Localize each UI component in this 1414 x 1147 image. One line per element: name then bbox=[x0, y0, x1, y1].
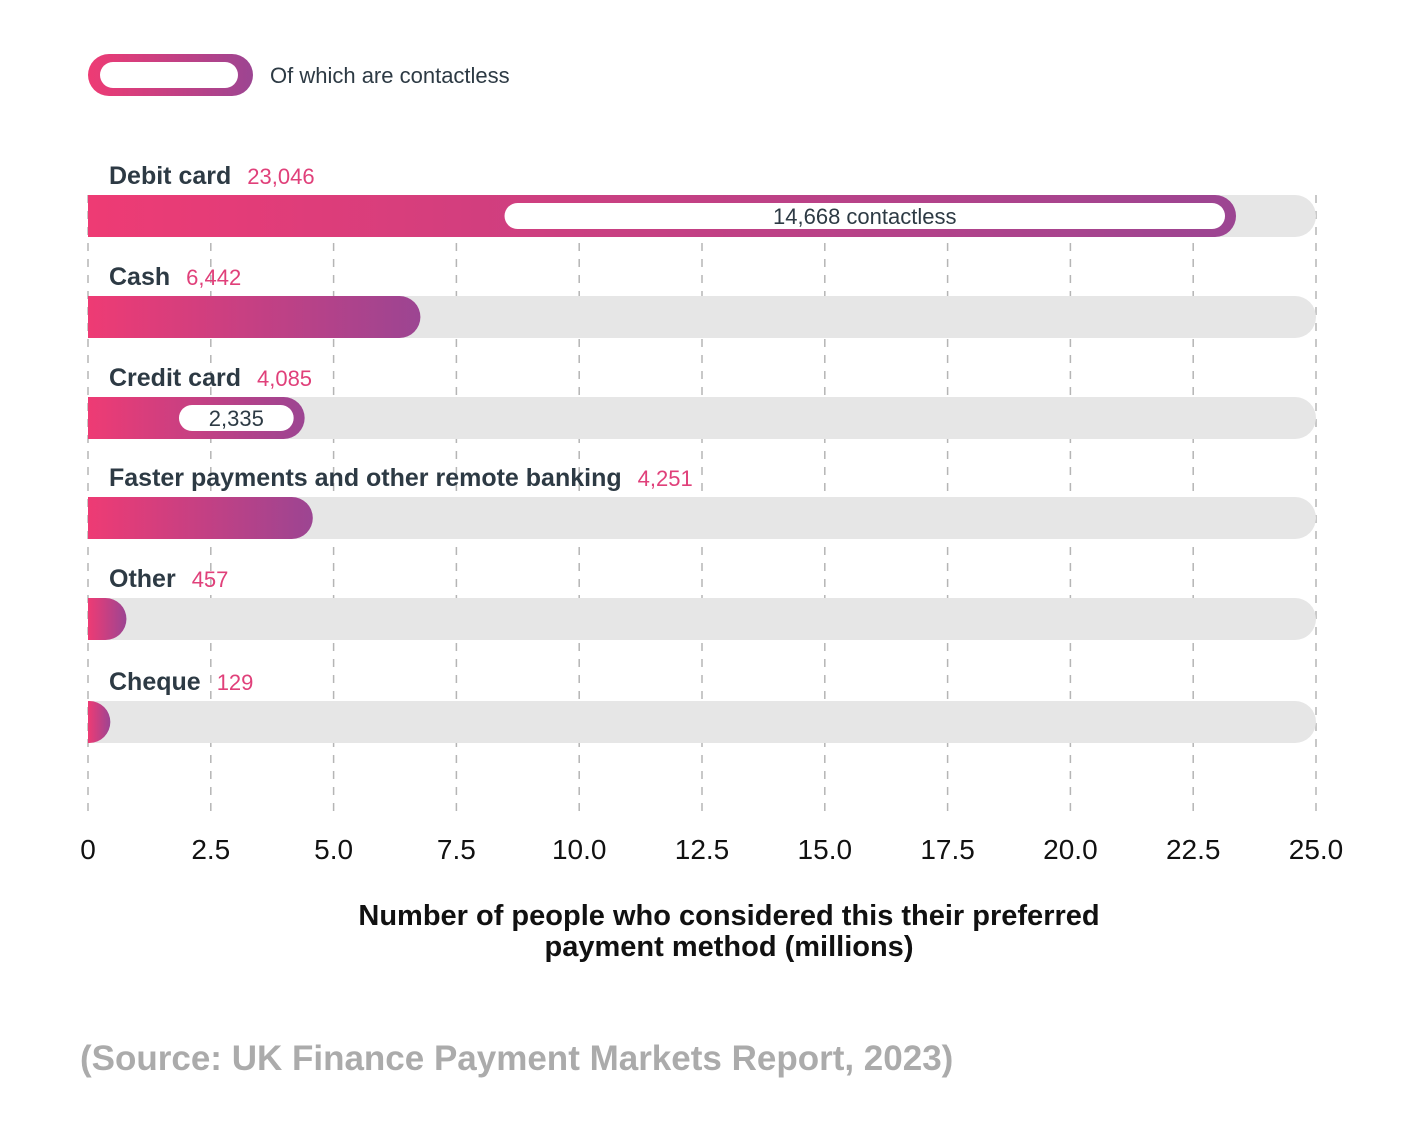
bar-fill bbox=[88, 497, 313, 539]
x-tick-label: 0 bbox=[80, 834, 96, 865]
x-tick-label: 25.0 bbox=[1289, 834, 1344, 865]
x-tick-label: 2.5 bbox=[191, 834, 230, 865]
bar-fill bbox=[88, 296, 421, 338]
bar: 2,335 bbox=[88, 397, 305, 439]
contactless-pill bbox=[178, 405, 294, 431]
category-label: Cash bbox=[109, 263, 170, 291]
contactless-pill bbox=[504, 203, 1226, 229]
bar-track bbox=[88, 598, 1316, 640]
x-tick-label: 12.5 bbox=[675, 834, 730, 865]
bar bbox=[88, 497, 313, 539]
x-axis-title-line-2: payment method (millions) bbox=[545, 931, 914, 963]
source-note: (Source: UK Finance Payment Markets Repo… bbox=[80, 1039, 953, 1078]
legend-swatch-inner bbox=[100, 62, 238, 88]
contactless-label: 14,668 contactless bbox=[773, 204, 956, 229]
x-tick-label: 22.5 bbox=[1166, 834, 1221, 865]
x-tick-label: 15.0 bbox=[798, 834, 853, 865]
x-tick-label: 17.5 bbox=[920, 834, 975, 865]
value-label: 6,442 bbox=[186, 265, 241, 290]
category-label: Debit card bbox=[109, 162, 231, 190]
bar-fill bbox=[88, 598, 127, 640]
category-label: Faster payments and other remote banking bbox=[109, 464, 622, 492]
x-tick-label: 5.0 bbox=[314, 834, 353, 865]
category-label: Cheque bbox=[109, 668, 201, 696]
x-tick-label: 10.0 bbox=[552, 834, 607, 865]
value-label: 4,085 bbox=[257, 366, 312, 391]
value-label: 4,251 bbox=[638, 466, 693, 491]
bar-fill bbox=[88, 701, 111, 743]
legend: Of which are contactless bbox=[88, 54, 510, 96]
bar bbox=[88, 296, 421, 338]
value-label: 129 bbox=[217, 670, 254, 695]
x-axis-title-line-1: Number of people who considered this the… bbox=[358, 900, 1099, 932]
value-label: 23,046 bbox=[247, 164, 314, 189]
x-tick-label: 20.0 bbox=[1043, 834, 1098, 865]
category-label: Other bbox=[109, 565, 176, 593]
bar bbox=[88, 701, 111, 743]
contactless-label: 2,335 bbox=[209, 406, 264, 431]
bar bbox=[88, 598, 127, 640]
x-tick-label: 7.5 bbox=[437, 834, 476, 865]
category-label: Credit card bbox=[109, 364, 241, 392]
legend-label: Of which are contactless bbox=[270, 63, 510, 88]
value-label: 457 bbox=[192, 567, 229, 592]
bar-track bbox=[88, 397, 1316, 439]
bar: 14,668 contactless bbox=[88, 195, 1237, 237]
bar-track bbox=[88, 701, 1316, 743]
bar-track bbox=[88, 497, 1316, 539]
